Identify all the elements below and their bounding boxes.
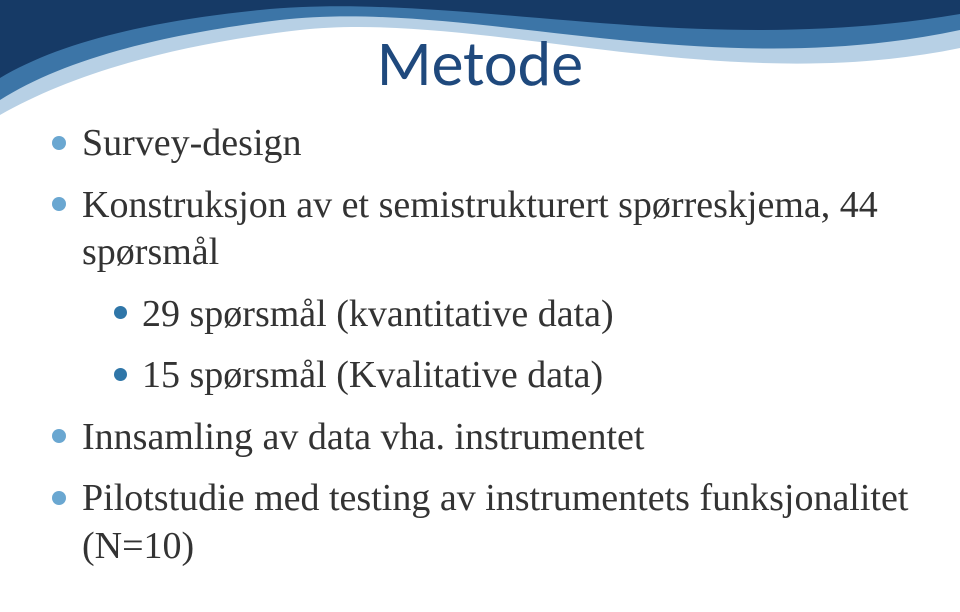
slide-body: Survey-design Konstruksjon av et semistr… [48, 120, 912, 584]
bullet-text: Konstruksjon av et semistrukturert spørr… [82, 184, 878, 274]
sub-bullet-item: 15 spørsmål (Kvalitative data) [112, 352, 912, 400]
bullet-text: 29 spørsmål (kvantitative data) [142, 293, 614, 335]
slide-title: Metode [0, 25, 960, 103]
bullet-list: Survey-design Konstruksjon av et semistr… [48, 120, 912, 570]
sub-bullet-item: 29 spørsmål (kvantitative data) [112, 291, 912, 339]
bullet-item: Pilotstudie med testing av instrumentets… [48, 475, 912, 570]
bullet-text: 15 spørsmål (Kvalitative data) [142, 354, 603, 396]
bullet-item: Innsamling av data vha. instrumentet [48, 414, 912, 462]
bullet-text: Innsamling av data vha. instrumentet [82, 416, 644, 458]
bullet-item: Konstruksjon av et semistrukturert spørr… [48, 182, 912, 400]
bullet-text: Pilotstudie med testing av instrumentets… [82, 477, 908, 567]
bullet-item: Survey-design [48, 120, 912, 168]
bullet-text: Survey-design [82, 122, 302, 164]
sub-bullet-list: 29 spørsmål (kvantitative data) 15 spørs… [112, 291, 912, 400]
